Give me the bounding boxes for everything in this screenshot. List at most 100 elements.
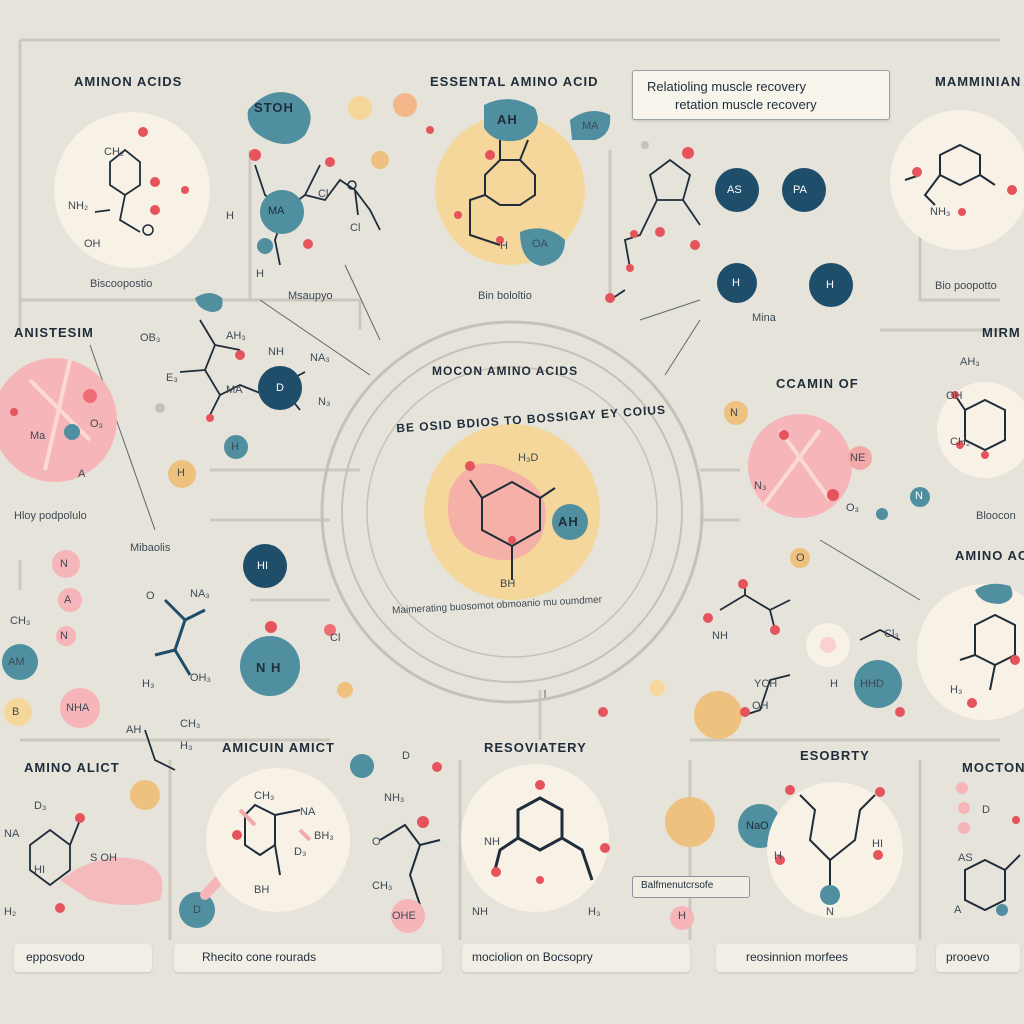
atom-label: CH₃: [254, 790, 275, 802]
orange-node: [665, 797, 715, 847]
atom-label: OH₃: [190, 672, 211, 684]
atom-label: S OH: [90, 852, 117, 864]
pink-swoosh: [60, 857, 163, 905]
atom-label: NH: [712, 630, 728, 642]
right-mid-atoms: [951, 391, 989, 459]
atom-label: OH: [84, 238, 101, 250]
atom-label: AH: [558, 514, 579, 529]
heading-top-right: MAMMINIAN: [935, 74, 1022, 89]
atom-label: YCH: [754, 678, 778, 690]
mid-left-pink-circle: [0, 358, 117, 482]
caption: Bio poopotto: [935, 280, 997, 292]
bottom-far-right-molecule: [964, 854, 1021, 912]
navy-atom-d: [258, 366, 302, 410]
atom-label: MA: [582, 120, 599, 132]
bottom-bar-2: Rhecito cone rourads: [174, 944, 442, 972]
teal-atom-small: [64, 424, 80, 440]
teal-atom-small: [257, 238, 273, 254]
atom-label: D: [276, 382, 284, 394]
atom-label: OHE: [392, 910, 416, 922]
orange-atom: [348, 96, 372, 120]
center-molecule: [469, 479, 556, 580]
teal-node: [854, 660, 902, 708]
orange-atom: [724, 401, 748, 425]
bottom-bar-text: Rhecito cone rourads: [202, 950, 317, 964]
atom-label: NHA: [66, 702, 90, 714]
teal-pill: [975, 583, 1013, 604]
atom-label: MA: [226, 384, 243, 396]
caption: Hloy podpolulo: [14, 510, 87, 522]
bottom-bar-1: epposvodo: [14, 944, 152, 972]
ma-bubble: [570, 111, 611, 140]
atom-label: D: [402, 750, 410, 762]
atom-label: N: [826, 906, 834, 918]
atom-label: CH₃: [180, 718, 201, 730]
atom-label: N: [60, 630, 68, 642]
atom-label: H₃: [588, 906, 601, 918]
red-atom: [827, 489, 839, 501]
bottom-bar-text: prooevo: [946, 950, 990, 964]
oa-bubble: [520, 228, 565, 266]
atom-label: HI: [257, 560, 268, 572]
pink-node: [670, 906, 694, 930]
pink-ray: [758, 428, 832, 512]
atom-label: A: [64, 594, 72, 606]
red-atom: [232, 830, 242, 840]
orange-atom-small: [649, 680, 665, 696]
top-right-atoms: [912, 167, 1017, 216]
atom-label: D: [193, 904, 201, 916]
atom-label: AH₃: [960, 356, 980, 368]
atom-label: H₃D: [518, 452, 539, 464]
heading-right-mid: CCAMIN OF: [776, 376, 859, 391]
atom-label: NH₃: [384, 792, 405, 804]
atom-label: H₃: [180, 740, 193, 752]
pentagon-atoms: [605, 141, 700, 303]
atom-label: AS: [727, 184, 742, 196]
orange-node: [694, 691, 742, 739]
caption: Bin bololtio: [478, 290, 532, 302]
atom-label: BH: [500, 578, 516, 590]
pink-ray: [28, 359, 92, 471]
heading-bottom-center-left: AMICUIN AMICT: [222, 740, 335, 755]
small-label-box: Balfmenutcrsofe: [632, 876, 750, 898]
callout-box: Relatioling muscle recovery retation mus…: [632, 70, 890, 120]
teal-atom: [260, 190, 304, 234]
pink-atom: [848, 446, 872, 470]
atom-label: H: [678, 910, 686, 922]
heading-bottom-center: RESOVIATERY: [484, 740, 587, 755]
bottom-left-molecule: [29, 729, 176, 887]
heading-top-left: AMINON ACIDS: [74, 74, 183, 89]
orange-node: [130, 780, 160, 810]
atom-label: H: [500, 240, 508, 252]
heading-center-ring: MOCON AMINO ACIDS: [432, 364, 579, 378]
bottom-right-circle: [767, 782, 903, 918]
atom-label: NH₃: [930, 206, 951, 218]
atom-label: AH: [126, 724, 142, 736]
right-lower-cream-circle: [917, 584, 1024, 720]
atom-label: AS: [958, 852, 973, 864]
atom-label: NH: [484, 836, 500, 848]
atom-label: O: [372, 836, 381, 848]
heading-top-center: ESSENTAL AMINO ACID: [430, 74, 599, 89]
atom-label: N₃: [754, 480, 767, 492]
stoh-label: STOH: [254, 100, 294, 115]
top-left-molecule: [94, 148, 141, 233]
atom-label: NA: [4, 828, 20, 840]
atom-label: CH₃: [372, 880, 393, 892]
atom-label: H: [256, 268, 264, 280]
right-lower-ring-atoms: [967, 655, 1020, 708]
atom-label: Cl: [318, 188, 329, 200]
caption: Bloocon: [976, 510, 1016, 522]
atom-label: NH: [268, 346, 284, 358]
atom-label: A: [78, 468, 86, 480]
atom-label: D₃: [294, 846, 307, 858]
atom-label: NH: [472, 906, 488, 918]
pink-node: [391, 899, 425, 933]
atom-label: H₂: [4, 906, 17, 918]
atom-label: D₃: [34, 800, 47, 812]
atom-label: H: [830, 678, 838, 690]
top-left-atoms: [138, 127, 189, 236]
atom-label: PA: [793, 184, 807, 196]
center-atom-dark: [552, 504, 588, 540]
teal-node: [240, 636, 300, 696]
